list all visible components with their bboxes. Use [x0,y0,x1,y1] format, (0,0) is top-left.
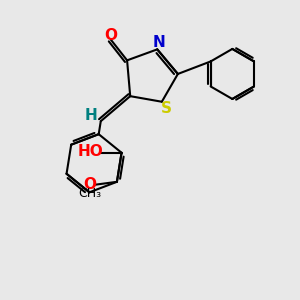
Text: S: S [161,101,172,116]
Text: O: O [83,177,96,192]
Text: N: N [152,35,165,50]
Text: H: H [85,108,98,123]
Text: CH₃: CH₃ [78,187,101,200]
Text: HO: HO [78,144,104,159]
Text: O: O [104,28,117,43]
